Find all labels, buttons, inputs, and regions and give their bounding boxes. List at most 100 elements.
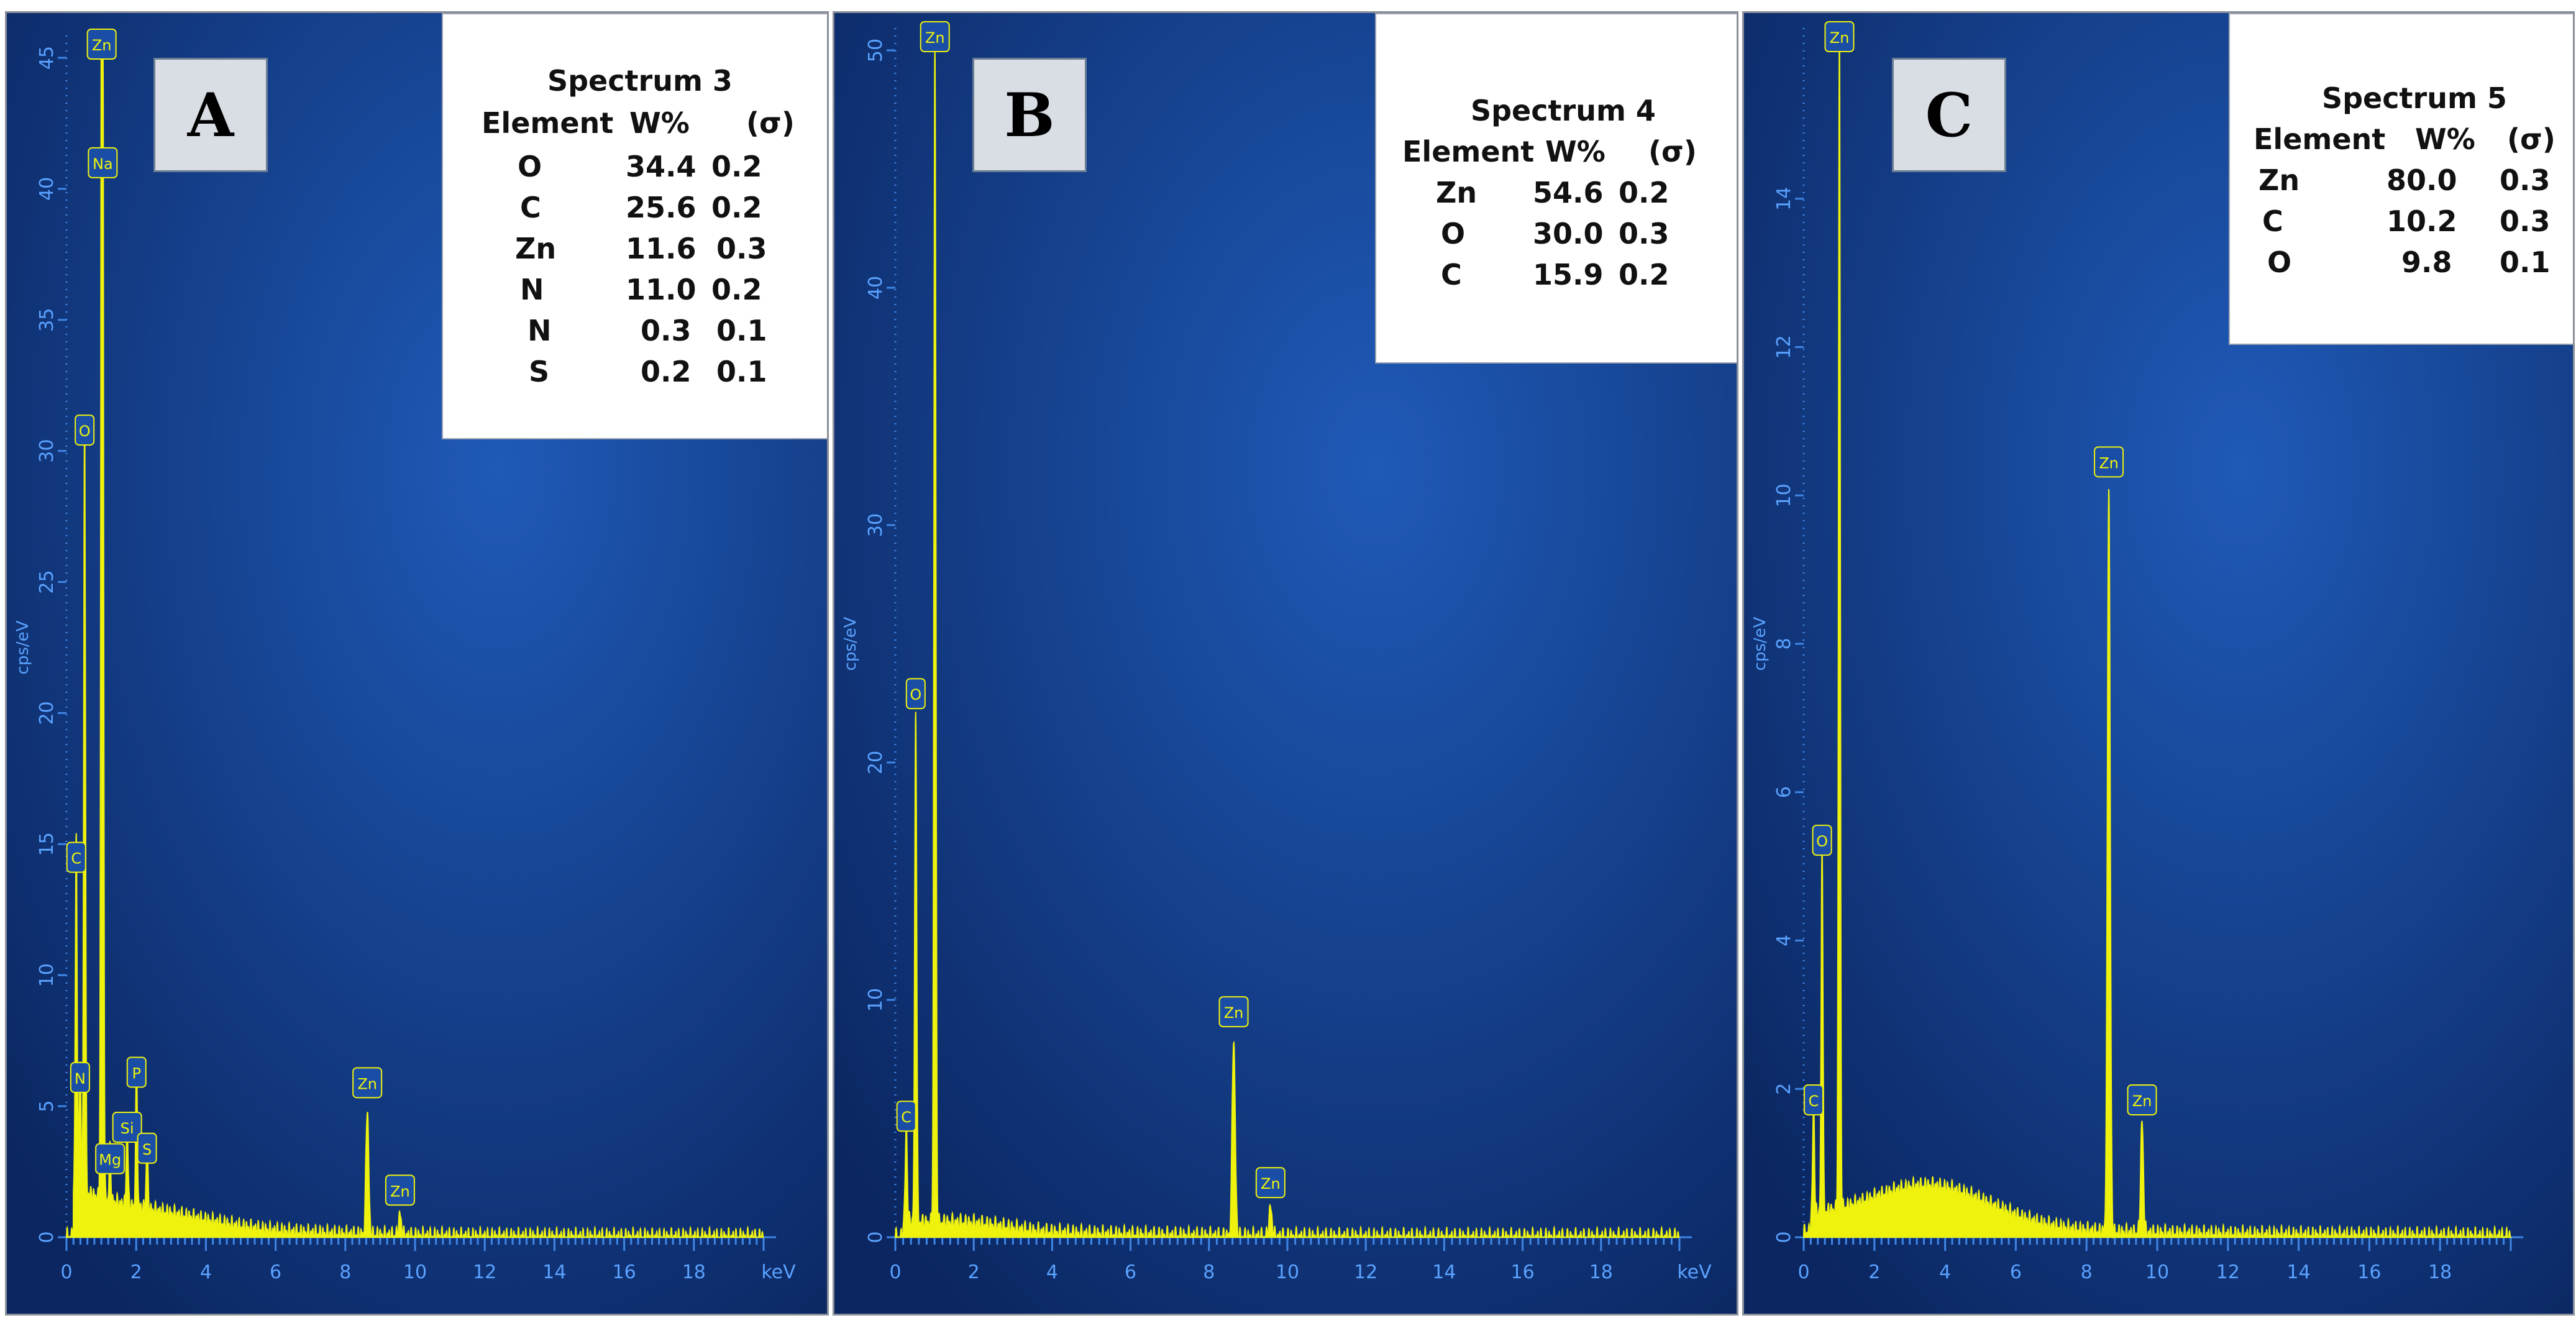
row-element: S [529,355,550,388]
row-sigma: 0.3 [1619,217,1669,250]
x-tick-label: 10 [2145,1261,2169,1283]
y-tick-label: 6 [1773,786,1795,798]
peak-label-text: P [132,1064,141,1082]
x-tick-label: 8 [2081,1261,2093,1283]
x-tick-label: 18 [1589,1261,1613,1283]
row-element: C [1441,258,1462,291]
peak-label-text: Na [93,155,113,173]
peak-label-box [112,1112,142,1143]
row-element: Zn [515,232,557,265]
header-weight: W% [629,106,690,140]
row-weight: 80.0 [2386,163,2457,197]
peak-label-box [352,1067,383,1099]
peak-label: Zn [2127,1084,2157,1115]
x-tick-label: 6 [270,1261,281,1283]
y-tick-label: 10 [865,988,887,1012]
x-tick-label: 2 [968,1261,980,1283]
row-element: Zn [1436,176,1478,209]
peak-label-text: Zn [357,1075,377,1092]
composition-table-b: Spectrum 4 Element W% (σ) Zn 54.6 0.2 O … [1375,13,1737,364]
peak-label-box [1218,996,1249,1028]
x-tick-label: 10 [403,1261,427,1283]
row-weight: 15.9 [1533,258,1604,291]
y-tick-label: 45 [36,46,58,70]
y-axis-label: cps/eV [1751,616,1770,671]
y-tick-label: 50 [865,39,887,62]
table-title: Spectrum 5 [2322,81,2507,115]
peak-label: Si [112,1112,142,1143]
x-tick-label: 18 [682,1261,706,1283]
panel-letter: C [1925,80,1973,150]
x-tick-label: 4 [1046,1261,1058,1283]
peak-label-box [86,29,117,60]
y-tick-label: 0 [865,1231,887,1243]
x-tick-label: 14 [542,1261,566,1283]
row-sigma: 0.1 [2500,245,2551,279]
row-element: Zn [2259,163,2300,197]
header-sigma: (σ) [2507,122,2555,156]
header-weight: W% [2415,122,2475,156]
x-tick-label: 14 [1432,1261,1456,1283]
peak-label: C [896,1101,916,1132]
row-element: C [2262,204,2283,238]
row-weight: 11.0 [626,273,697,306]
peak-label-box [126,1056,147,1088]
peak-label: C [66,841,86,873]
row-weight: 10.2 [2386,204,2457,238]
y-tick-label: 20 [865,751,887,774]
peak-label-text: C [1809,1092,1819,1110]
x-tick-label: 14 [2287,1261,2311,1283]
header-sigma: (σ) [746,106,795,140]
peak-label-text: Mg [99,1151,121,1169]
header-weight: W% [1545,135,1605,168]
panel-a: 0 2 4 6 8 10 12 14 16 18 keV 0 5 10 15 20 25 30 35 40 45 cps/… [5,11,829,1316]
peak-label-box [2127,1084,2157,1115]
x-tick-label: 0 [889,1261,901,1283]
peak-label: Zn [1255,1167,1286,1199]
y-tick-label: 25 [36,570,58,593]
composition-table-c: Spectrum 5 Element W% (σ) Zn 80.0 0.3 C … [2229,13,2573,345]
peak-label-box [75,414,95,446]
peak-label-text: Zn [1830,29,1850,47]
row-sigma: 0.2 [711,191,762,224]
x-tick-label: 16 [1511,1261,1535,1283]
y-tick-label: 0 [36,1231,58,1243]
row-weight: 0.2 [641,355,692,388]
x-tick-label: 12 [1354,1261,1377,1283]
peak-label-box [920,21,950,52]
peak-label: Na [88,147,118,178]
peak-label: O [905,678,926,710]
row-sigma: 0.1 [716,314,767,347]
row-sigma: 0.2 [711,150,762,183]
x-axis-label: keV [1677,1261,1712,1283]
x-tick-label: 16 [2357,1261,2381,1283]
panel-label-a: A [153,58,268,172]
panel-label-c: C [1892,58,2006,172]
x-tick-label: 6 [1125,1261,1136,1283]
row-element: C [520,191,541,224]
x-tick-label: 0 [1797,1261,1809,1283]
y-axis-label: cps/eV [14,620,32,674]
row-weight: 11.6 [626,232,697,265]
panel-label-b: B [972,58,1087,172]
spectrum-trace [895,50,1680,1239]
x-tick-label: 8 [339,1261,351,1283]
peak-label-box [1812,825,1832,856]
peak-label: O [75,414,95,446]
row-weight: 0.3 [641,314,692,347]
row-element: N [528,314,552,347]
y-tick-label: 14 [1773,187,1795,211]
row-element: O [518,150,542,183]
y-tick-label: 30 [865,513,887,537]
peak-label: P [126,1056,147,1088]
peak-label-text: S [142,1141,152,1158]
table-title: Spectrum 3 [547,64,733,98]
peak-label-box [1803,1084,1824,1115]
peak-label-text: Si [121,1120,134,1137]
peak-label-text: O [1816,833,1828,850]
peak-label-text: Zn [92,37,112,54]
y-tick-label: 8 [1773,638,1795,649]
row-weight: 34.4 [626,150,697,183]
peak-label: Zn [1824,21,1855,52]
